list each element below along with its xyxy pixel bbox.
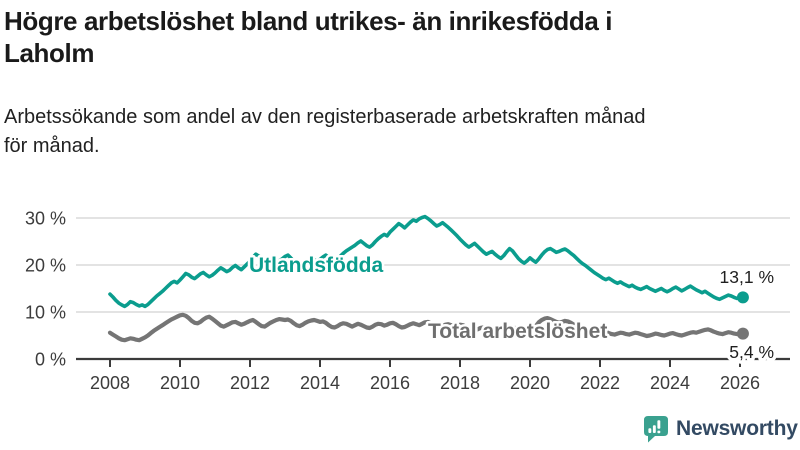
series-end-dot bbox=[736, 327, 749, 340]
series-label: Total arbetslöshet bbox=[428, 320, 607, 343]
series-end-label: 13,1 % bbox=[720, 267, 774, 287]
unemployment-line-chart: 0 % 10 % 20 % 30 % 2008 2010 2012 2014 2016 2018 2… bbox=[25, 209, 790, 393]
series-end-dot bbox=[736, 291, 749, 304]
x-tick-label: 2018 bbox=[440, 373, 480, 393]
newsworthy-logo-icon bbox=[644, 416, 668, 443]
series-line-total bbox=[107, 312, 746, 343]
series-end-label: 5,4 % bbox=[729, 342, 774, 362]
series-label: Utlandsfödda bbox=[249, 254, 383, 277]
page-title-line1: Högre arbetslöshet bland utrikes- än inr… bbox=[4, 6, 613, 36]
y-tick-label: 0 % bbox=[35, 350, 66, 370]
page-subtitle: Arbetssökande som andel av den registerb… bbox=[4, 103, 784, 162]
y-tick-label: 10 % bbox=[25, 303, 66, 323]
y-tick-label: 30 % bbox=[25, 209, 66, 229]
x-tick-label: 2008 bbox=[90, 373, 130, 393]
x-tick-label: 2014 bbox=[300, 373, 340, 393]
newsworthy-logo-text: Newsworthy bbox=[676, 417, 798, 440]
y-tick-label: 20 % bbox=[25, 256, 66, 276]
series-line-utlandsfodda bbox=[108, 214, 745, 309]
page-title-line2: Laholm bbox=[4, 38, 95, 69]
newsworthy-logo: Newsworthy bbox=[643, 415, 798, 443]
x-tick-label: 2026 bbox=[720, 373, 760, 393]
x-tick-label: 2022 bbox=[580, 373, 620, 393]
x-tick-label: 2024 bbox=[650, 373, 690, 393]
x-tick-label: 2010 bbox=[160, 373, 200, 393]
x-tick-label: 2012 bbox=[230, 373, 270, 393]
page-title: Högre arbetslöshet bland utrikes- än inr… bbox=[4, 5, 784, 69]
page-subtitle-line1: Arbetssökande som andel av den registerb… bbox=[4, 106, 646, 128]
x-tick-label: 2016 bbox=[370, 373, 410, 393]
x-tick-label: 2020 bbox=[510, 373, 550, 393]
page-subtitle-line2: för månad. bbox=[4, 135, 100, 158]
